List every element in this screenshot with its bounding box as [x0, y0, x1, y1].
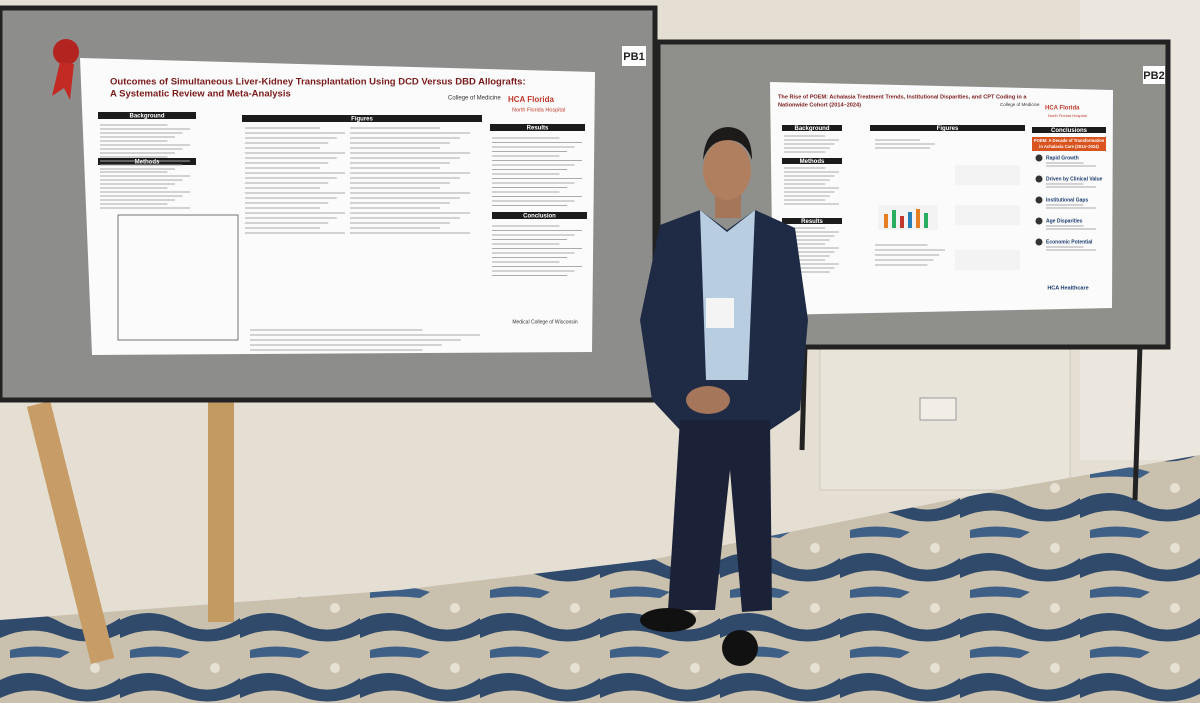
board-leg	[799, 344, 808, 451]
poster	[80, 58, 595, 355]
board-label-bg	[622, 46, 646, 66]
section-title: Conclusions	[1051, 128, 1088, 134]
conclusion-box-title: in Achalasia Care (2014–2024)	[1039, 144, 1099, 149]
item-title: Rapid Growth	[1046, 155, 1079, 161]
section-header	[490, 124, 585, 131]
item-icon	[1035, 154, 1043, 162]
poster	[770, 82, 1113, 315]
section-title: Results	[801, 219, 823, 225]
board-label-bg	[1143, 66, 1165, 84]
person	[640, 127, 808, 666]
logo: North Florida Hospital	[512, 107, 565, 113]
section-title: Methods	[800, 159, 825, 165]
logo: Medical College of Wisconsin	[512, 319, 578, 325]
poster-title: A Systematic Review and Meta-Analysis	[110, 89, 291, 100]
section-header	[870, 125, 1025, 131]
item-icon	[1035, 238, 1043, 246]
board-leg	[1132, 344, 1143, 501]
item-title: Age Disparities	[1046, 218, 1083, 224]
flow-diagram	[117, 214, 239, 341]
section-title: Results	[527, 125, 549, 131]
conclusion-items: Rapid Growth Driven by Clinical Value Inst…	[1035, 154, 1103, 251]
section-header	[782, 125, 842, 131]
item-icon	[1035, 196, 1043, 204]
item-title: Driven by Clinical Value	[1046, 176, 1103, 182]
ribbon	[53, 39, 79, 65]
section-title: Conclusion	[523, 213, 556, 219]
item-title: Economic Potential	[1046, 239, 1093, 245]
section-title: Figures	[937, 126, 959, 132]
section-header	[1032, 127, 1106, 133]
section-header	[492, 212, 587, 219]
logo: North Florida Hospital	[1048, 113, 1087, 118]
conclusion-box	[1032, 137, 1106, 151]
conclusion-box-title: POEM: A Decade of Transformation	[1034, 138, 1105, 143]
section-header	[98, 112, 196, 119]
item-icon	[1035, 217, 1043, 225]
board-label: PB2	[1143, 70, 1164, 82]
logo: College of Medicine	[1000, 102, 1040, 107]
carpet	[0, 455, 1200, 703]
section-header	[782, 218, 842, 224]
poster-title: The Rise of POEM: Achalasia Treatment Tr…	[778, 94, 1027, 100]
item-title: Institutional Gaps	[1046, 197, 1088, 203]
ribbon	[52, 62, 74, 100]
section-title: Background	[794, 126, 829, 132]
logo: HCA Healthcare	[1047, 285, 1088, 291]
poster-tube	[208, 390, 234, 622]
poster-tube	[26, 400, 115, 664]
logo: HCA Florida	[1045, 106, 1080, 112]
poster-title: Outcomes of Simultaneous Liver-Kidney Tr…	[110, 77, 526, 88]
section-title: Background	[129, 113, 164, 119]
section-header	[782, 158, 842, 164]
poster-sections: Background Figures Results Methods Conclusio…	[98, 112, 587, 351]
mini-charts	[878, 165, 1020, 270]
section-header	[242, 115, 482, 122]
logo: College of Medicine	[448, 96, 501, 102]
item-icon	[1035, 175, 1043, 183]
outlet	[919, 397, 957, 421]
poster-title: Nationwide Cohort (2014–2024)	[778, 102, 861, 108]
section-title: Figures	[351, 116, 373, 122]
logo: HCA Florida	[508, 95, 554, 104]
section-title: Methods	[135, 159, 160, 165]
board-label: PB1	[623, 51, 644, 63]
poster-sections: Background Figures Conclusions Methods Resul…	[782, 125, 1106, 273]
